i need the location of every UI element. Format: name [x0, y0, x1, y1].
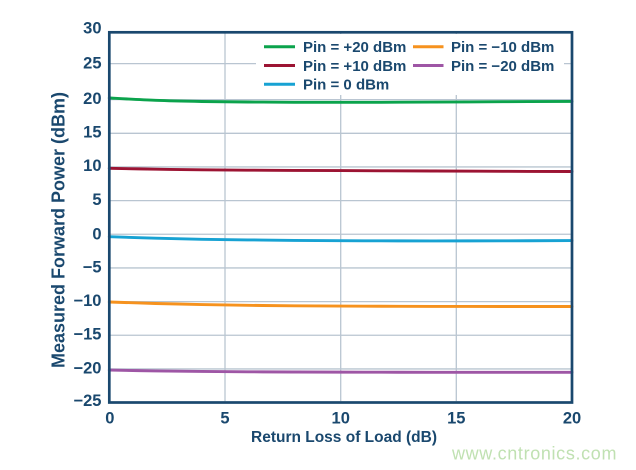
- svg-text:−15: −15: [74, 326, 102, 344]
- svg-text:Pin = −20 dBm: Pin = −20 dBm: [451, 58, 554, 75]
- svg-text:10: 10: [83, 157, 101, 175]
- svg-text:−25: −25: [74, 392, 102, 410]
- svg-text:−20: −20: [74, 359, 102, 377]
- svg-text:20: 20: [83, 90, 101, 108]
- svg-text:0: 0: [105, 410, 114, 428]
- svg-text:Return Loss of Load (dB): Return Loss of Load (dB): [251, 429, 437, 446]
- svg-text:15: 15: [447, 410, 465, 428]
- svg-text:Pin = +10 dBm: Pin = +10 dBm: [303, 58, 406, 75]
- svg-text:5: 5: [220, 410, 229, 428]
- svg-text:25: 25: [83, 54, 101, 72]
- svg-text:−5: −5: [83, 258, 102, 276]
- svg-text:www.cntronics.com: www.cntronics.com: [451, 444, 617, 464]
- svg-text:Pin = −10 dBm: Pin = −10 dBm: [451, 39, 554, 56]
- svg-text:10: 10: [332, 410, 350, 428]
- svg-text:20: 20: [563, 410, 581, 428]
- svg-text:15: 15: [83, 124, 101, 142]
- svg-text:30: 30: [83, 20, 101, 38]
- svg-text:Pin = +20 dBm: Pin = +20 dBm: [303, 39, 406, 56]
- svg-text:Measured Forward Power (dBm): Measured Forward Power (dBm): [49, 92, 69, 368]
- svg-text:Pin = 0 dBm: Pin = 0 dBm: [303, 77, 389, 94]
- svg-text:5: 5: [92, 191, 101, 209]
- svg-text:−10: −10: [74, 292, 102, 310]
- svg-text:0: 0: [92, 225, 101, 243]
